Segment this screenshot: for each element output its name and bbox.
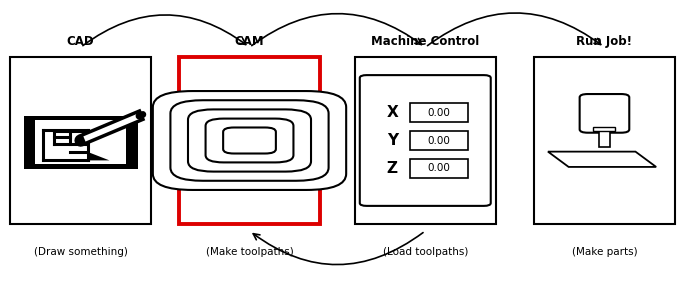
FancyBboxPatch shape: [179, 57, 320, 224]
Text: Machine Control: Machine Control: [371, 35, 480, 48]
Text: X: X: [386, 105, 398, 120]
FancyBboxPatch shape: [24, 116, 138, 169]
FancyBboxPatch shape: [410, 159, 468, 178]
FancyBboxPatch shape: [35, 120, 126, 164]
FancyBboxPatch shape: [223, 128, 276, 153]
FancyBboxPatch shape: [10, 57, 152, 224]
Text: Y: Y: [387, 133, 398, 148]
FancyBboxPatch shape: [188, 109, 311, 172]
FancyBboxPatch shape: [360, 75, 491, 206]
Text: Run Job!: Run Job!: [576, 35, 632, 48]
FancyArrowPatch shape: [428, 13, 601, 46]
Polygon shape: [548, 152, 656, 167]
Text: 0.00: 0.00: [428, 135, 450, 146]
FancyBboxPatch shape: [153, 91, 346, 190]
FancyBboxPatch shape: [410, 131, 468, 150]
FancyArrowPatch shape: [252, 13, 421, 46]
Bar: [594, 127, 615, 131]
Text: (Make parts): (Make parts): [572, 247, 637, 257]
Text: (Make toolpaths): (Make toolpaths): [206, 247, 293, 257]
FancyBboxPatch shape: [534, 57, 675, 224]
Text: Z: Z: [387, 161, 398, 176]
FancyBboxPatch shape: [170, 100, 329, 181]
FancyBboxPatch shape: [580, 94, 629, 133]
FancyBboxPatch shape: [410, 103, 468, 122]
FancyArrowPatch shape: [83, 15, 246, 46]
Bar: [599, 128, 610, 148]
Text: (Draw something): (Draw something): [34, 247, 127, 257]
FancyBboxPatch shape: [354, 57, 496, 224]
Text: 0.00: 0.00: [428, 108, 450, 118]
Text: CAD: CAD: [67, 35, 95, 48]
Text: CAM: CAM: [235, 35, 264, 48]
Polygon shape: [89, 152, 109, 160]
FancyBboxPatch shape: [206, 119, 293, 162]
Text: (Load toolpaths): (Load toolpaths): [383, 247, 468, 257]
FancyArrowPatch shape: [253, 233, 423, 265]
Text: 0.00: 0.00: [428, 163, 450, 173]
